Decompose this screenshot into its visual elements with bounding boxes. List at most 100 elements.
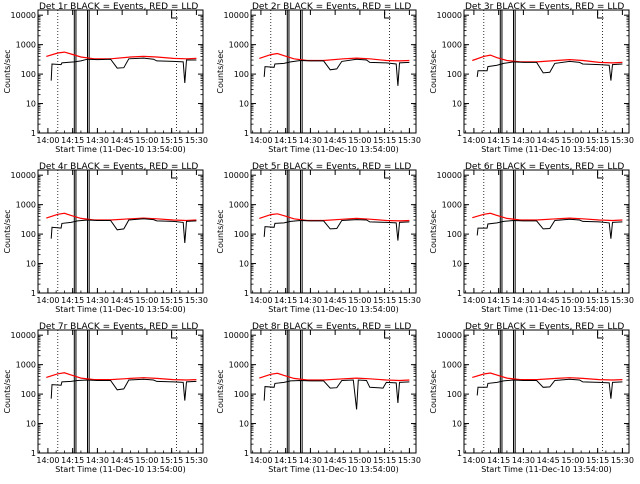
y-tick-label: 100 (21, 390, 36, 399)
y-tick-label: 10 (26, 100, 36, 109)
plot-frame (463, 329, 630, 454)
y-tick-label: 100 (234, 70, 249, 79)
plot-frame (250, 329, 417, 454)
events-series-line (50, 57, 197, 84)
x-tick-label: 15:15 (586, 456, 609, 465)
lld-series-line (472, 54, 623, 64)
y-tick-label: 1 (244, 449, 249, 458)
detector-panel: Det 1r BLACK = Events, RED = LLD 1 10 100 10… (3, 2, 208, 154)
x-tick-label: 15:30 (611, 456, 634, 465)
x-tick-label: 14:30 (299, 136, 322, 145)
x-tick-label: 15:30 (185, 136, 208, 145)
panel-title: Det 3r BLACK = Events, RED = LLD (465, 2, 624, 12)
lld-series-line (46, 372, 197, 381)
x-tick-label: 14:30 (512, 296, 535, 305)
x-tick-label: 14:15 (274, 456, 297, 465)
x-tick-label: 14:00 (462, 456, 485, 465)
flag-marker (597, 172, 604, 179)
detector-panel: Det 4r BLACK = Events, RED = LLD 1 10 100 10… (3, 162, 208, 314)
x-tick-label: 14:45 (111, 136, 134, 145)
y-tick-label: 1000 (16, 201, 36, 210)
panel-title: Det 5r BLACK = Events, RED = LLD (252, 162, 411, 172)
y-axis-label: Counts/sec (216, 209, 225, 253)
events-series-line (50, 378, 197, 401)
x-tick-label: 15:00 (135, 296, 158, 305)
x-tick-label: 15:15 (160, 456, 183, 465)
lld-series-line (259, 213, 410, 222)
plot-frame (37, 329, 204, 454)
lld-series-line (472, 372, 623, 381)
x-tick-label: 14:45 (324, 136, 347, 145)
y-tick-label: 1000 (229, 361, 249, 370)
y-tick-label: 10 (239, 420, 249, 429)
y-tick-label: 1 (457, 129, 462, 138)
x-axis-label: Start Time (11-Dec-10 13:54:00) (268, 465, 399, 474)
x-tick-label: 14:30 (86, 296, 109, 305)
x-tick-label: 15:00 (348, 136, 371, 145)
flag-marker (597, 12, 604, 19)
y-tick-label: 1000 (16, 361, 36, 370)
x-axis-label: Start Time (11-Dec-10 13:54:00) (481, 305, 612, 314)
y-tick-label: 10 (452, 260, 462, 269)
y-tick-label: 10000 (437, 171, 462, 180)
x-tick-label: 15:30 (611, 296, 634, 305)
x-tick-label: 14:30 (299, 456, 322, 465)
y-tick-label: 10 (239, 100, 249, 109)
x-tick-label: 15:30 (398, 456, 421, 465)
x-tick-label: 15:15 (373, 456, 396, 465)
y-axis-label: Counts/sec (216, 369, 225, 413)
plot-frame (250, 9, 417, 134)
events-series-line (476, 378, 623, 399)
y-tick-label: 10000 (11, 171, 36, 180)
x-tick-label: 15:15 (373, 136, 396, 145)
x-tick-label: 15:00 (135, 456, 158, 465)
flag-marker (597, 332, 604, 339)
x-tick-label: 14:45 (324, 456, 347, 465)
x-tick-label: 15:15 (160, 296, 183, 305)
y-axis-label: Counts/sec (216, 49, 225, 93)
x-axis-label: Start Time (11-Dec-10 13:54:00) (481, 465, 612, 474)
x-axis-label: Start Time (11-Dec-10 13:54:00) (55, 145, 186, 154)
y-tick-label: 1000 (229, 201, 249, 210)
events-series-line (50, 218, 197, 244)
x-tick-label: 15:30 (611, 136, 634, 145)
x-tick-label: 14:30 (512, 136, 535, 145)
detector-panel: Det 7r BLACK = Events, RED = LLD 1 10 100 10… (3, 322, 208, 474)
detector-panel: Det 8r BLACK = Events, RED = LLD 1 10 100 10… (216, 322, 421, 474)
y-tick-label: 1 (244, 129, 249, 138)
y-tick-label: 10 (452, 100, 462, 109)
y-tick-label: 1000 (442, 41, 462, 50)
x-tick-label: 15:15 (160, 136, 183, 145)
x-tick-label: 15:30 (185, 456, 208, 465)
x-axis-label: Start Time (11-Dec-10 13:54:00) (268, 145, 399, 154)
x-tick-label: 15:00 (561, 136, 584, 145)
y-tick-label: 100 (447, 70, 462, 79)
x-tick-label: 14:45 (111, 296, 134, 305)
y-tick-label: 1000 (442, 201, 462, 210)
x-tick-label: 14:15 (274, 296, 297, 305)
lld-series-line (46, 51, 197, 60)
y-tick-label: 10 (26, 260, 36, 269)
y-tick-label: 1 (457, 449, 462, 458)
y-tick-label: 1 (244, 289, 249, 298)
panel-title: Det 2r BLACK = Events, RED = LLD (252, 2, 411, 12)
y-tick-label: 100 (447, 390, 462, 399)
plot-frame (37, 9, 204, 134)
panel-title: Det 7r BLACK = Events, RED = LLD (39, 322, 198, 332)
y-tick-label: 10000 (224, 331, 249, 340)
x-tick-label: 14:45 (537, 296, 560, 305)
y-axis-label: Counts/sec (429, 369, 438, 413)
y-tick-label: 10 (239, 260, 249, 269)
x-tick-label: 14:45 (111, 456, 134, 465)
x-tick-label: 15:15 (586, 296, 609, 305)
y-tick-label: 100 (234, 390, 249, 399)
x-tick-label: 14:15 (487, 296, 510, 305)
x-tick-label: 14:15 (274, 136, 297, 145)
x-tick-label: 14:30 (512, 456, 535, 465)
y-tick-label: 1 (31, 129, 36, 138)
x-tick-label: 14:15 (487, 136, 510, 145)
panel-title: Det 6r BLACK = Events, RED = LLD (465, 162, 624, 172)
y-tick-label: 1 (457, 289, 462, 298)
events-series-line (263, 219, 410, 241)
